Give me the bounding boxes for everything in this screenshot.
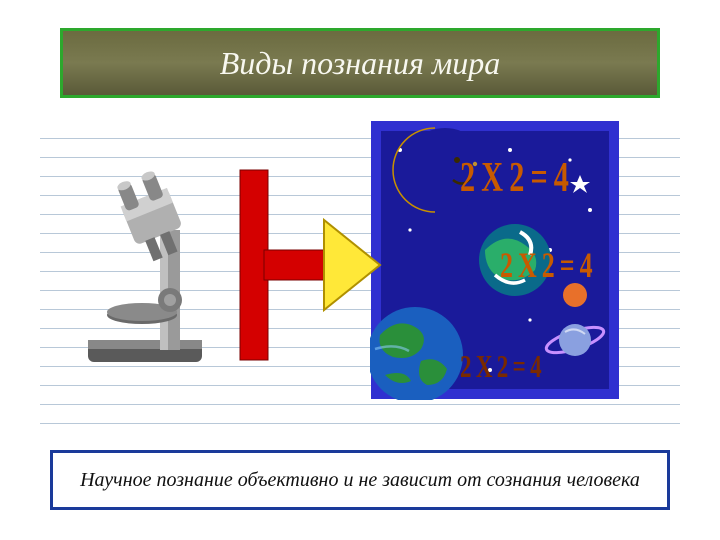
- equation-1: 2 Х 2 = 4: [460, 154, 568, 202]
- caption-bar: Научное познание объективно и не зависит…: [50, 450, 670, 510]
- title-bar: Виды познания мира: [60, 28, 660, 98]
- caption-text: Научное познание объективно и не зависит…: [80, 468, 640, 493]
- microscope-icon: [70, 170, 220, 370]
- equation-2: 2 Х 2 = 4: [500, 244, 592, 286]
- equation-3: 2 Х 2 = 4: [460, 348, 541, 385]
- arrow-icon: [230, 160, 390, 370]
- page-title: Виды познания мира: [220, 45, 501, 82]
